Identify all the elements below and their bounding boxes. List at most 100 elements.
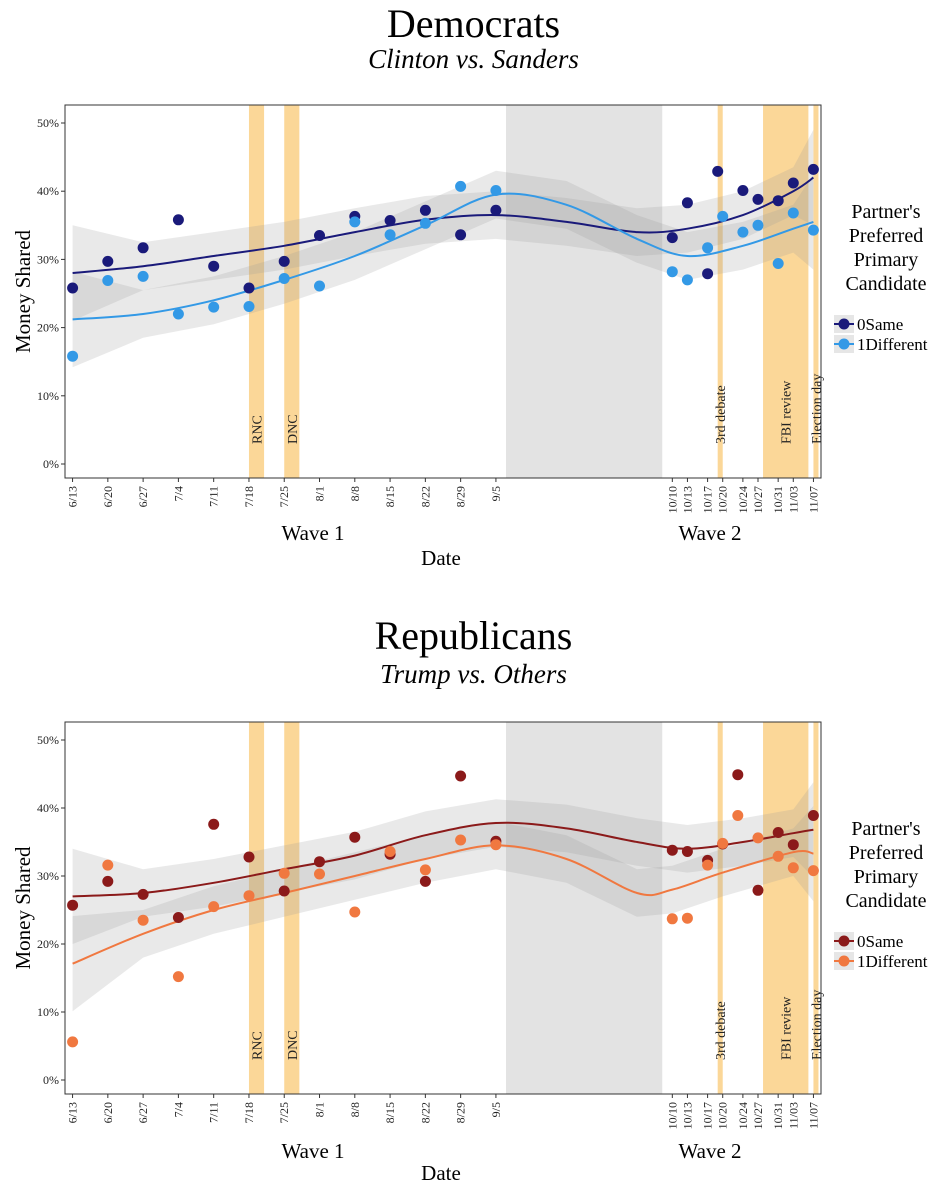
x-axis-title: Date [421,1161,461,1185]
x-tick-label: 10/27 [751,486,765,513]
x-tick-label: 10/13 [680,1102,694,1129]
x-tick-label: 10/10 [665,1102,679,1129]
data-point-1different [278,867,290,879]
data-point-0same [137,888,149,900]
legend-title: Preferred [849,842,923,864]
data-point-1different [243,301,255,312]
data-point-1different [490,185,502,196]
data-point-0same [681,197,693,209]
data-point-0same [737,185,749,196]
data-point-0same [772,195,784,207]
data-point-1different [787,862,799,874]
trend-line-1different [72,192,814,321]
gap-region [506,105,663,478]
data-point-1different [102,859,114,871]
x-tick-label: 11/07 [806,486,820,513]
event-label: RNC [251,1031,266,1060]
x-tick-label: 8/8 [348,1102,362,1117]
rep-title: Republicans [374,613,573,658]
data-point-0same [752,193,764,205]
data-point-1different [807,224,819,236]
data-point-0same [172,912,184,923]
rep-subtitle: Trump vs. Others [380,659,567,689]
data-point-1different [419,217,431,229]
data-point-0same [102,255,114,267]
event-band [813,722,819,1094]
x-tick-label: 10/17 [701,1102,715,1129]
y-tick-label: 30% [37,869,59,883]
event-band [284,722,300,1094]
x-tick-label: 7/4 [171,486,185,501]
data-point-0same [172,214,184,226]
data-point-1different [67,350,79,362]
legend-key-point [838,318,850,330]
data-point-0same [243,851,255,863]
data-point-1different [208,301,220,313]
legend-title: Candidate [845,890,926,912]
data-point-0same [67,282,79,294]
x-tick-label: 10/24 [736,486,750,513]
data-point-0same [666,844,678,856]
legend-title: Partner's [851,201,920,223]
x-tick-label: 6/20 [101,486,115,507]
data-point-0same [752,884,764,896]
trend-line-0same [72,176,814,274]
legend-title: Primary [854,866,918,888]
event-band [813,105,819,478]
x-tick-label: 7/18 [242,486,256,507]
data-point-1different [172,308,184,320]
x-axis-title: Date [421,546,461,570]
x-tick-label: 8/1 [313,486,327,501]
data-point-1different [102,275,114,286]
x-tick-label: 8/22 [418,1102,432,1123]
x-tick-label: 8/8 [348,486,362,501]
x-tick-label: 7/18 [242,1102,256,1123]
data-point-1different [772,850,784,862]
x-tick-label: 9/5 [489,486,503,501]
data-point-0same [208,260,220,272]
y-tick-label: 0% [43,1073,59,1087]
data-point-0same [314,230,325,241]
data-point-0same [702,268,714,280]
data-point-0same [314,856,325,868]
wave-label: Wave 2 [678,521,741,545]
y-axis-title: Money Shared [11,846,35,970]
x-tick-label: 8/29 [454,1102,468,1123]
event-label: Election day [810,374,825,444]
x-tick-label: 8/1 [313,1102,327,1117]
x-tick-label: 10/20 [716,1102,730,1129]
y-tick-label: 20% [37,321,59,335]
event-label: FBI review [780,996,795,1060]
data-point-1different [243,890,255,902]
data-point-0same [681,846,693,857]
y-tick-label: 50% [37,733,59,747]
data-point-0same [787,839,799,851]
x-tick-label: 11/03 [786,486,800,513]
x-tick-label: 10/31 [771,1102,785,1129]
x-tick-label: 10/20 [716,486,730,513]
data-point-0same [67,899,79,911]
x-tick-label: 8/29 [454,486,468,507]
x-tick-label: 11/07 [806,1102,820,1129]
legend-label-1different: 1Different [857,952,928,971]
x-tick-label: 7/4 [171,1102,185,1117]
wave-label: Wave 2 [678,1139,741,1163]
data-point-1different [349,906,361,918]
y-tick-label: 30% [37,252,59,266]
legend-label-1different: 1Different [857,335,928,354]
x-tick-label: 8/15 [383,1102,397,1123]
x-tick-label: 6/27 [136,1102,150,1123]
data-point-0same [455,770,467,782]
x-tick-label: 7/11 [207,1102,221,1123]
data-point-1different [349,216,361,228]
x-tick-label: 8/22 [418,486,432,507]
x-tick-label: 10/10 [665,486,679,513]
data-point-0same [137,242,149,254]
data-point-1different [455,834,467,846]
event-band [763,105,809,478]
data-point-1different [208,901,220,913]
data-point-0same [490,204,502,216]
event-label: Election day [810,990,825,1060]
data-point-0same [732,769,744,781]
